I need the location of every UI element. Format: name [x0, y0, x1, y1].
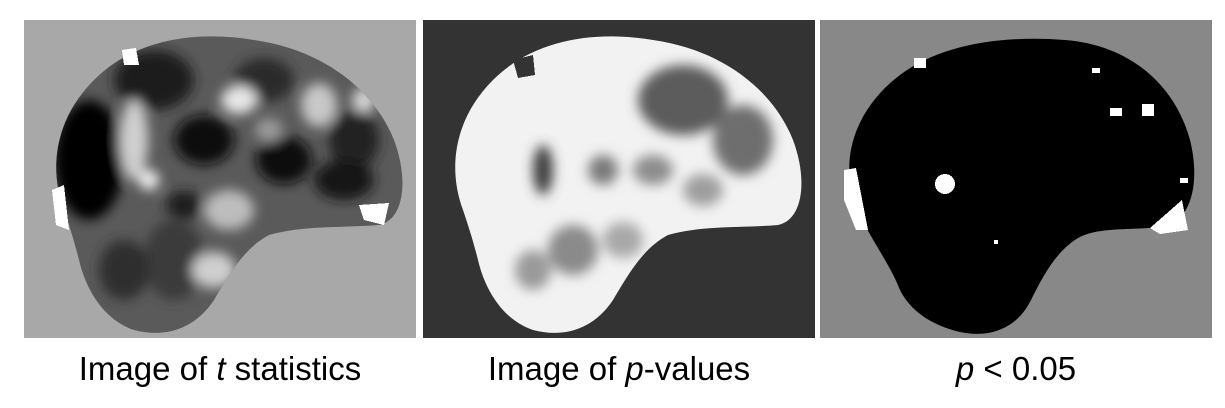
caption-threshold-suffix: < 0.05 — [974, 350, 1077, 387]
p-values-brain-map — [423, 20, 815, 338]
caption-p-values-symbol: p — [625, 350, 644, 387]
caption-t-statistics-symbol: t — [216, 350, 226, 387]
caption-threshold: p < 0.05 — [820, 344, 1212, 394]
p-values-image — [423, 20, 815, 338]
caption-t-statistics-prefix: Image of — [78, 350, 217, 387]
thresholded-image — [820, 20, 1212, 338]
caption-p-values: Image of p-values — [423, 344, 815, 394]
caption-p-values-prefix: Image of — [487, 350, 626, 387]
caption-t-statistics-suffix: statistics — [225, 350, 362, 387]
t-statistics-image — [24, 20, 416, 338]
caption-p-values-suffix: -values — [643, 350, 751, 387]
t-statistics-brain-map — [24, 20, 416, 338]
caption-t-statistics: Image of t statistics — [24, 344, 416, 394]
caption-threshold-symbol: p — [955, 350, 975, 387]
thresholded-brain-map — [820, 20, 1212, 338]
